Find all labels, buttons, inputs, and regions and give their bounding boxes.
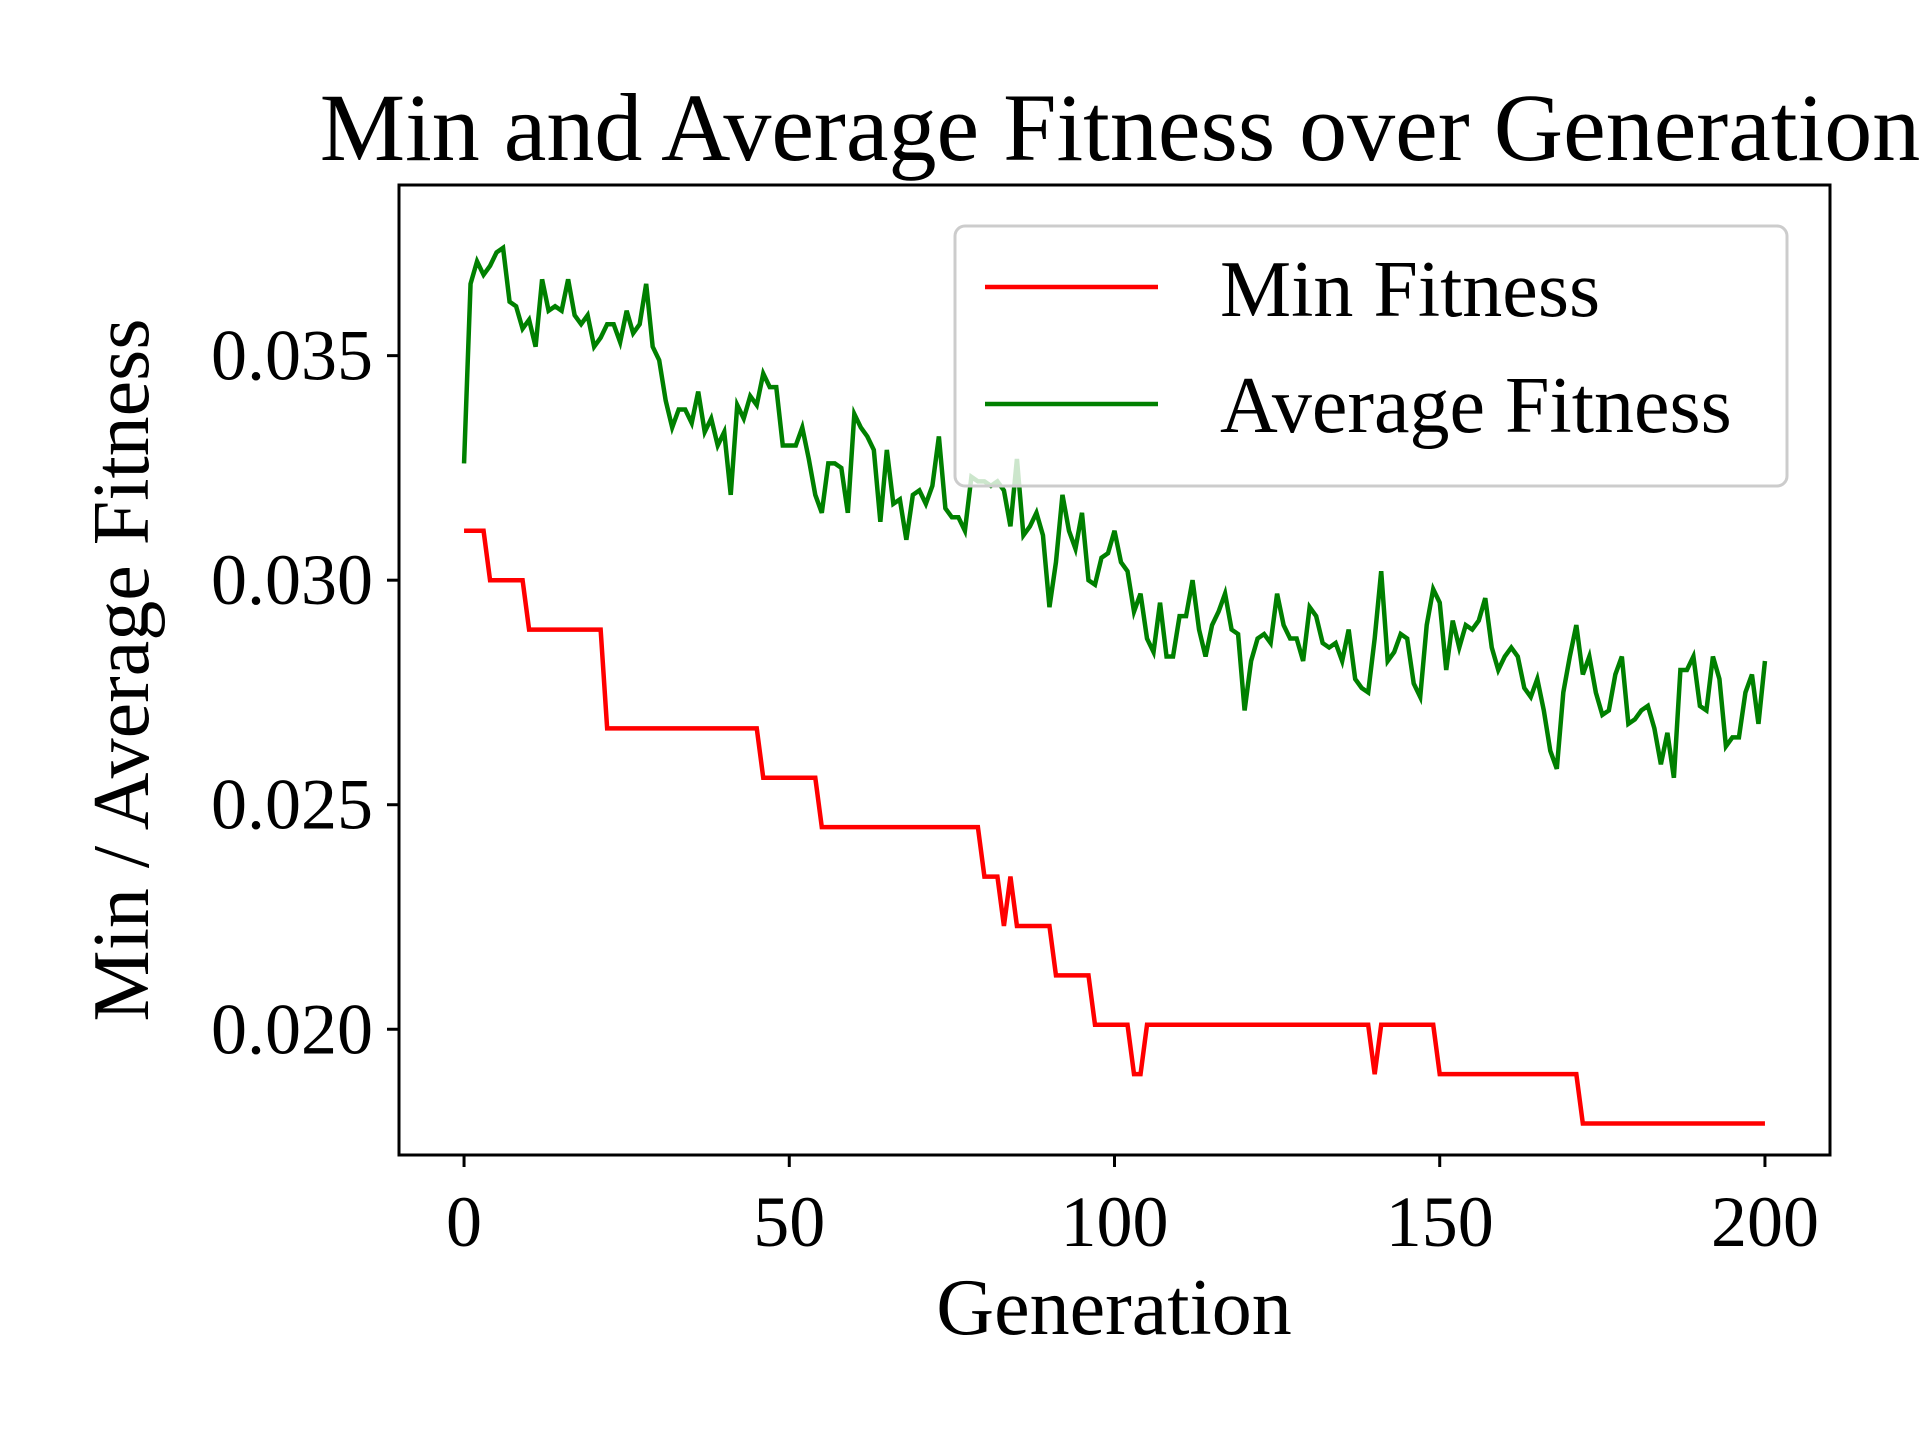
x-axis: 0 50 100 150 200 — [446, 1155, 1819, 1262]
legend-label-average-fitness: Average Fitness — [1220, 362, 1732, 450]
plot-frame — [397, 183, 1832, 1157]
legend-label-min-fitness: Min Fitness — [1220, 246, 1600, 334]
x-tick-label: 150 — [1386, 1182, 1494, 1262]
y-axis: 0.020 0.025 0.030 0.035 — [211, 316, 399, 1069]
y-tick-label: 0.025 — [211, 765, 373, 845]
x-tick-label: 0 — [446, 1182, 482, 1262]
x-tick-label: 200 — [1711, 1182, 1819, 1262]
y-tick-label: 0.030 — [211, 540, 373, 620]
legend-box — [953, 224, 1789, 488]
x-tick-label: 100 — [1061, 1182, 1169, 1262]
x-axis-label: Generation — [936, 1264, 1291, 1352]
plot-series — [461, 243, 1768, 1126]
series-line-average-fitness — [461, 243, 1768, 779]
chart-title: Min and Average Fitness over Generation — [320, 74, 1920, 181]
series-line-min-fitness — [464, 528, 1765, 1126]
x-tick-label: 50 — [753, 1182, 825, 1262]
y-tick-label: 0.035 — [211, 316, 373, 396]
y-axis-label: Min / Average Fitness — [78, 319, 166, 1022]
legend: Min Fitness Average Fitness — [953, 224, 1789, 488]
y-tick-label: 0.020 — [211, 989, 373, 1069]
